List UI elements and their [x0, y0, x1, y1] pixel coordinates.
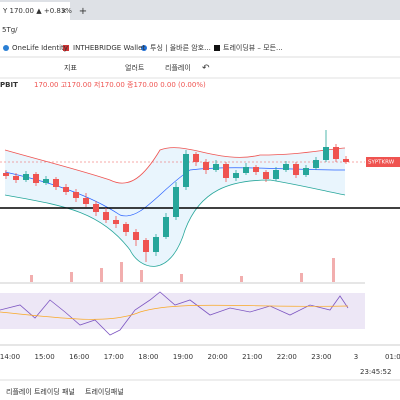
toolbar — [0, 58, 400, 78]
candle-body — [203, 162, 209, 170]
price-tag: SYPTKRW — [368, 160, 395, 166]
clock: 23:45:52 — [360, 368, 391, 376]
candle-body — [43, 179, 49, 183]
time-label: 16:00 — [69, 353, 89, 361]
candle-body — [253, 167, 259, 172]
candle-body — [83, 198, 89, 204]
candle-body — [153, 237, 159, 252]
candle-body — [63, 187, 69, 192]
bookmark[interactable]: 투싱 | 올바른 암호... — [150, 43, 211, 52]
candle-body — [243, 167, 249, 173]
bookmark-icon — [63, 45, 69, 51]
time-label: 19:00 — [173, 353, 193, 361]
footer-tab[interactable]: 트레이딩패널 — [85, 387, 124, 396]
candle-body — [233, 173, 239, 178]
time-label: 3 — [354, 353, 358, 361]
candle-body — [293, 164, 299, 175]
address-text: 5Tg/ — [2, 26, 18, 34]
bookmark-icon — [3, 45, 9, 51]
time-label: 23:00 — [311, 353, 331, 361]
candle-body — [3, 173, 9, 176]
candle-body — [13, 176, 19, 180]
candle-body — [213, 164, 219, 170]
tab-close[interactable]: × — [61, 7, 67, 15]
bookmark-icon — [214, 45, 220, 51]
time-label: 18:00 — [138, 353, 158, 361]
band-lower — [4, 179, 346, 267]
time-label: 20:00 — [208, 353, 228, 361]
candle-body — [183, 154, 189, 187]
footer-tab[interactable]: 리플레이 트레이딩 패널 — [6, 387, 75, 396]
active-tab[interactable] — [0, 2, 70, 20]
rsi-band — [0, 293, 365, 329]
toolbar-item[interactable]: 리플레이 — [165, 63, 191, 72]
bookmark[interactable]: OneLife Identity — [12, 44, 68, 52]
candle-body — [53, 179, 59, 187]
candle-body — [333, 147, 339, 159]
candle-body — [173, 187, 179, 217]
candle-body — [313, 160, 319, 168]
symbol: PBIT — [0, 81, 18, 89]
ohlc-line: 170.00 고170.00 저170.00 종170.00 0.00 (0.0… — [34, 80, 206, 89]
time-label: 22:00 — [277, 353, 297, 361]
rsi-line — [0, 291, 349, 336]
new-tab[interactable]: + — [79, 6, 87, 17]
address-bar[interactable] — [0, 20, 400, 40]
candle-body — [113, 220, 119, 224]
candle-body — [103, 212, 109, 220]
bookmark[interactable]: 트레이딩뷰 – 모든... — [223, 43, 283, 52]
volume — [30, 258, 335, 282]
tab-strip — [0, 0, 400, 20]
price-tag-bg — [366, 157, 400, 167]
candle-body — [33, 174, 39, 183]
candle-body — [283, 164, 289, 170]
undo[interactable]: ↶ — [202, 64, 210, 74]
candle-body — [163, 217, 169, 237]
bookmark-icon — [141, 45, 147, 51]
candle-body — [273, 170, 279, 179]
band-upper — [4, 147, 346, 184]
time-label: 17:00 — [104, 353, 124, 361]
rsi-ma — [0, 304, 349, 320]
bookmark[interactable]: INTHEBRIDGE Wallet — [73, 44, 145, 52]
candle-body — [323, 147, 329, 160]
candle-body — [23, 174, 29, 180]
candles — [3, 130, 349, 262]
candle-body — [93, 204, 99, 212]
candle-body — [343, 159, 349, 162]
tab-title: Y 170.00 ▲ +0.83% — [2, 7, 72, 15]
candle-body — [73, 192, 79, 198]
time-axis: 14:00 15:00 16:00 17:00 18:00 19:00 20:00 21:00… — [0, 353, 358, 361]
candle-body — [133, 232, 139, 240]
toolbar-item[interactable]: 지표 — [64, 63, 77, 72]
axis-corner: 01:0 — [385, 353, 400, 361]
time-label: 14:00 — [0, 353, 20, 361]
time-label: 21:00 — [242, 353, 262, 361]
candle-body — [223, 164, 229, 178]
candle-body — [193, 154, 199, 162]
candle-body — [263, 172, 269, 179]
toolbar-item[interactable]: 얼러트 — [125, 63, 145, 72]
bookmarks-bar — [0, 40, 400, 57]
candle-body — [143, 240, 149, 252]
time-label: 15:00 — [35, 353, 55, 361]
candle-body — [123, 224, 129, 232]
candle-body — [303, 168, 309, 175]
